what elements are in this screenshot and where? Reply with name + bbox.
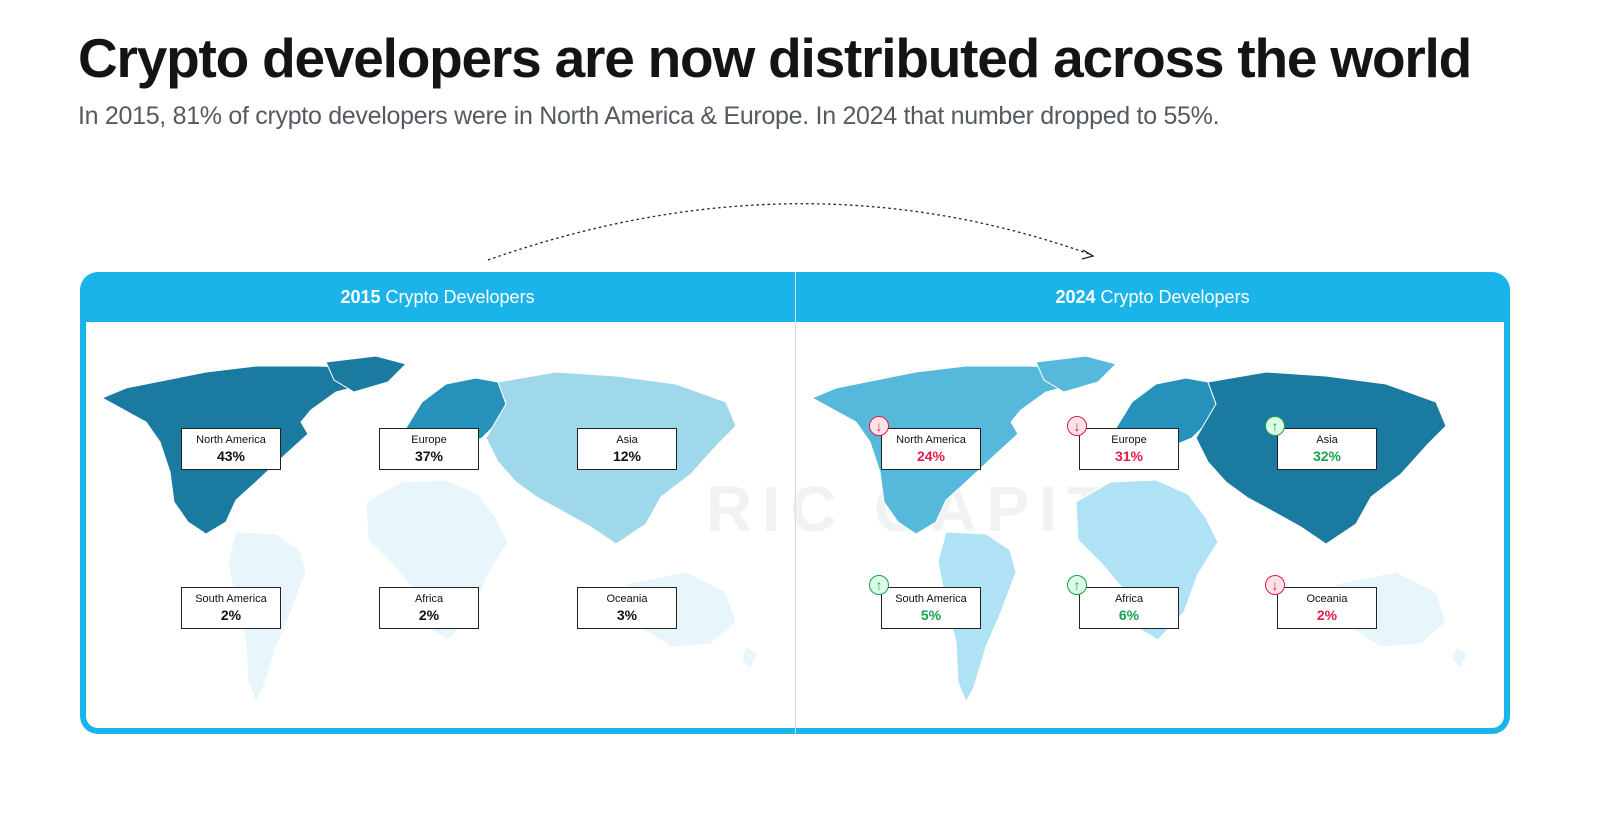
maps-area: RIC CAPITA North America 43% Eur xyxy=(86,322,1504,728)
world-map-2024 xyxy=(810,355,1469,704)
label-2024-europe: Europe 31% xyxy=(1079,428,1179,470)
region-africa xyxy=(1075,479,1219,641)
panel-title-2015: 2015 Crypto Developers xyxy=(340,287,535,307)
label-2015-europe: Europe 37% xyxy=(379,428,479,470)
label-2024-north-america: North America 24% xyxy=(881,428,981,470)
panel-title-2024: 2024 Crypto Developers xyxy=(1055,287,1250,307)
panel-divider xyxy=(795,272,796,734)
label-2024-africa: Africa 6% xyxy=(1079,587,1179,629)
arrow-up-icon: ↑ xyxy=(1265,416,1285,436)
label-2024-south-america: South America 5% xyxy=(881,587,981,629)
arrow-down-icon: ↓ xyxy=(1067,416,1087,436)
region-north-america-greenland xyxy=(325,355,407,393)
label-2024-asia: Asia 32% xyxy=(1277,428,1377,470)
region-north-america-greenland xyxy=(1035,355,1117,393)
arrow-down-icon: ↓ xyxy=(869,416,889,436)
arrow-down-icon: ↓ xyxy=(1265,575,1285,595)
arrow-up-icon: ↑ xyxy=(869,575,889,595)
label-2015-africa: Africa 2% xyxy=(379,587,479,629)
label-2015-asia: Asia 12% xyxy=(577,428,677,470)
transition-arrow xyxy=(487,203,1095,261)
page-subtitle: In 2015, 81% of crypto developers were i… xyxy=(78,102,1220,130)
label-2015-oceania: Oceania 3% xyxy=(577,587,677,629)
arrow-up-icon: ↑ xyxy=(1067,575,1087,595)
page-title: Crypto developers are now distributed ac… xyxy=(78,27,1472,89)
region-oceania-nz xyxy=(741,646,759,669)
region-oceania-nz xyxy=(1451,646,1469,669)
comparison-panel: 2015 Crypto Developers 2024 Crypto Devel… xyxy=(80,272,1510,734)
label-2015-south-america: South America 2% xyxy=(181,587,281,629)
label-2015-north-america: North America 43% xyxy=(181,428,281,470)
world-map-2015 xyxy=(100,355,759,704)
label-2024-oceania: Oceania 2% xyxy=(1277,587,1377,629)
